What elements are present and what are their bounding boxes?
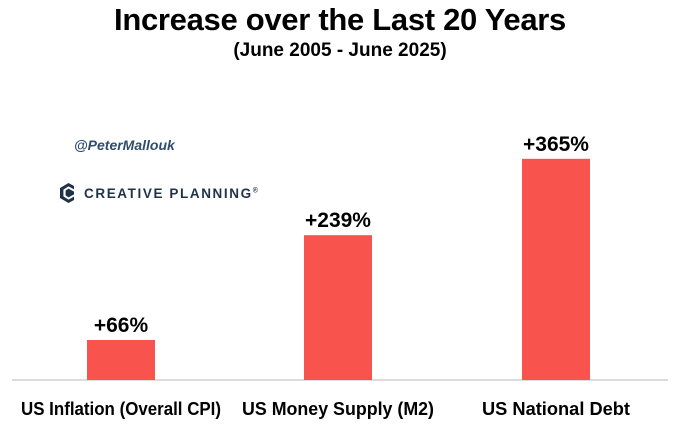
logo-text: CREATIVE PLANNING® xyxy=(84,186,258,201)
category-label-1: US Inflation (Overall CPI) xyxy=(21,399,221,419)
bar-1 xyxy=(87,340,155,380)
chart-subtitle: (June 2005 - June 2025) xyxy=(233,40,447,61)
data-label-3: +365% xyxy=(523,133,589,156)
twitter-handle: @PeterMallouk xyxy=(74,137,175,153)
chart-title: Increase over the Last 20 Years xyxy=(114,2,566,37)
data-label-2: +239% xyxy=(305,209,371,232)
category-label-3: US National Debt xyxy=(482,399,630,419)
bar-2 xyxy=(304,235,372,380)
creative-planning-logo: CREATIVE PLANNING® xyxy=(60,183,258,203)
creative-planning-logo-icon xyxy=(60,183,74,203)
logo-trademark: ® xyxy=(252,187,258,194)
bar-3 xyxy=(522,158,590,380)
data-label-1: +66% xyxy=(94,314,149,337)
logo-wordmark: CREATIVE PLANNING xyxy=(84,185,253,201)
category-label-2: US Money Supply (M2) xyxy=(242,399,434,419)
